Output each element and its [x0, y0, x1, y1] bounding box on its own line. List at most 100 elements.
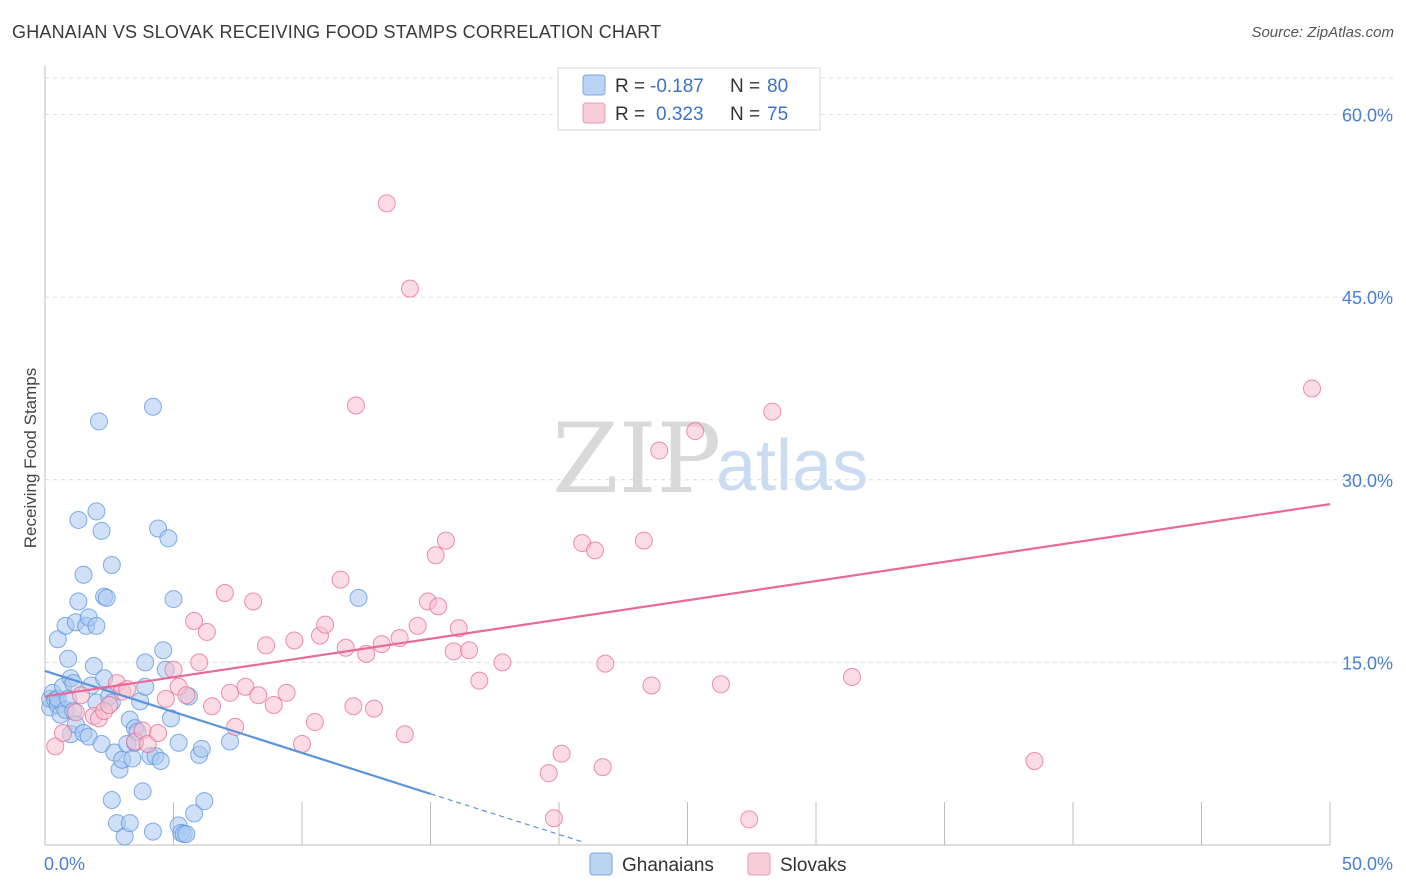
legend-n-label: N = [730, 76, 760, 97]
data-point [87, 616, 106, 635]
data-point [408, 616, 427, 635]
watermark-zip: ZIP [552, 403, 721, 515]
legend-swatch-slovaks [582, 102, 606, 124]
data-point [470, 671, 489, 690]
data-point [74, 565, 93, 584]
y-tick-label: 30.0% [1342, 471, 1393, 491]
data-point [46, 737, 65, 756]
data-point [244, 592, 263, 611]
data-point [426, 546, 445, 565]
legend-r-label: R = [615, 104, 645, 125]
y-tick-label: 15.0% [1342, 653, 1393, 673]
data-point [215, 583, 234, 602]
data-point [66, 703, 85, 722]
legend-n-value: 80 [767, 76, 788, 97]
data-point [257, 636, 276, 655]
data-point [100, 695, 119, 714]
data-point [400, 279, 419, 298]
data-point [344, 697, 363, 716]
data-point [97, 588, 116, 607]
legend-r-value: -0.187 [650, 76, 704, 97]
y-tick-label: 60.0% [1342, 106, 1393, 126]
data-point [151, 751, 170, 770]
data-point [249, 686, 268, 705]
data-point [539, 764, 558, 783]
data-point [102, 555, 121, 574]
data-point [53, 723, 72, 742]
data-point [89, 412, 108, 431]
trend-line [44, 503, 1331, 698]
gridlines [45, 77, 1395, 663]
data-point [436, 531, 455, 550]
data-point [221, 683, 240, 702]
legend-n-label: N = [730, 104, 760, 125]
data-point [177, 825, 196, 844]
data-point [493, 653, 512, 672]
x-tick-labels: 0.0% 50.0% [44, 854, 1393, 874]
data-point [195, 792, 214, 811]
data-point [650, 441, 669, 460]
x-tick-label: 0.0% [44, 854, 85, 874]
data-point [585, 541, 604, 560]
bottom-legend-swatch-ghanaians [589, 852, 613, 876]
data-point [138, 734, 157, 753]
data-point [84, 657, 103, 676]
data-point [460, 641, 479, 660]
data-point [69, 592, 88, 611]
data-point [102, 790, 121, 809]
bottom-legend-swatch-slovaks [747, 852, 771, 876]
data-point [305, 713, 324, 732]
data-point [444, 642, 463, 661]
data-point [1025, 751, 1044, 770]
data-point [285, 631, 304, 650]
data-point [123, 749, 142, 768]
data-point [133, 782, 152, 801]
data-point [48, 630, 67, 649]
bottom-legend-label-slovaks: Slovaks [780, 855, 847, 876]
y-tick-labels: 15.0% 30.0% 45.0% 60.0% [1342, 106, 1393, 674]
data-point [185, 611, 204, 630]
data-point [164, 590, 183, 609]
data-point [203, 697, 222, 716]
data-point [87, 502, 106, 521]
legend-bottom: Ghanaians Slovaks [589, 852, 847, 876]
data-point [634, 531, 653, 550]
data-point [92, 521, 111, 540]
trend-lines [44, 503, 1331, 844]
watermark-atlas: atlas [716, 426, 868, 506]
data-point [192, 739, 211, 758]
data-point [1303, 379, 1322, 398]
data-point [143, 822, 162, 841]
data-point [185, 804, 204, 823]
data-point [763, 402, 782, 421]
data-point [740, 810, 759, 829]
data-point [349, 588, 368, 607]
chart-title: GHANAIAN VS SLOVAK RECEIVING FOOD STAMPS… [12, 22, 662, 42]
data-point [842, 667, 861, 686]
data-point [59, 649, 78, 668]
slovaks-points [46, 194, 1322, 829]
data-point [593, 758, 612, 777]
data-point [364, 699, 383, 718]
trend-line [44, 669, 431, 795]
legend-top: R = -0.187 N = 80 R = 0.323 N = 75 [557, 67, 821, 131]
legend-n-value: 75 [767, 104, 788, 125]
data-point [596, 654, 615, 673]
data-point [336, 638, 355, 657]
y-axis-label: Receiving Food Stamps [21, 368, 40, 548]
data-point [711, 675, 730, 694]
legend-r-value: 0.323 [656, 104, 704, 125]
data-point [161, 709, 180, 728]
data-point [544, 809, 563, 828]
data-point [156, 689, 175, 708]
data-point [169, 733, 188, 752]
data-point [331, 570, 350, 589]
y-tick-label: 45.0% [1342, 288, 1393, 308]
data-point [686, 422, 705, 441]
data-point [395, 725, 414, 744]
source-credit: Source: ZipAtlas.com [1251, 24, 1394, 41]
data-point [377, 194, 396, 213]
legend-r-label: R = [615, 76, 645, 97]
data-point [264, 695, 283, 714]
